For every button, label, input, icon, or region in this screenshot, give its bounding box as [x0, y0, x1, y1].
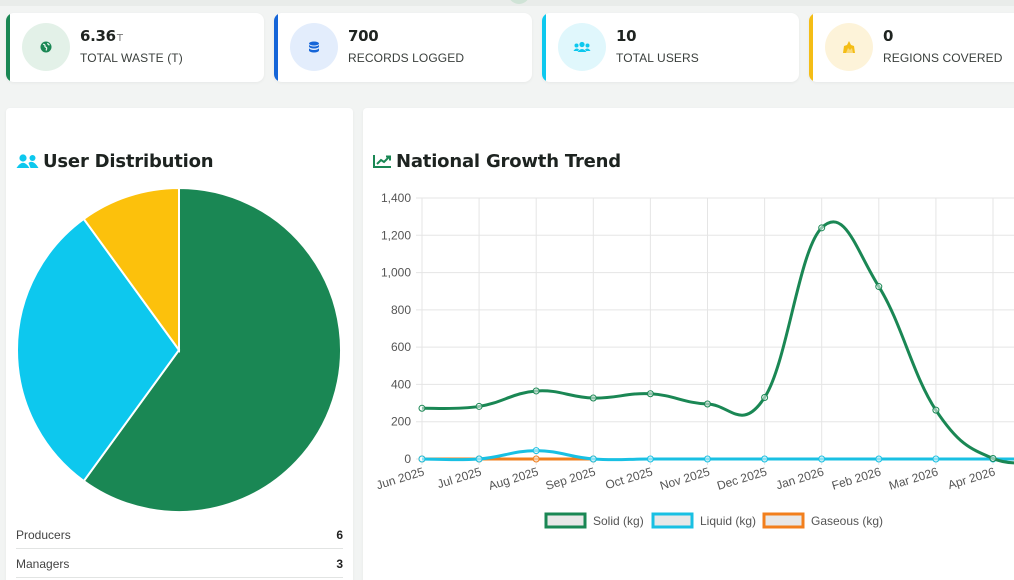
pie-slice	[82, 186, 180, 354]
data-point	[646, 455, 654, 463]
user-distribution-pie-chart	[16, 186, 342, 513]
y-tick-label: 800	[391, 303, 411, 317]
stat-label: RECORDS LOGGED	[348, 51, 465, 65]
data-point	[475, 455, 483, 463]
map-icon	[843, 41, 855, 53]
card-title: National Growth Trend	[396, 151, 621, 172]
accent-bar	[809, 13, 813, 82]
users-icon-circle	[558, 23, 606, 71]
data-point	[704, 455, 711, 463]
list-item-name: Managers	[16, 557, 70, 571]
y-tick-label: 1,200	[381, 228, 411, 242]
users-icon	[16, 154, 39, 168]
x-tick-label: Jun 2025	[375, 464, 427, 492]
data-point	[418, 404, 426, 412]
data-point	[532, 447, 540, 455]
data-point	[589, 455, 597, 463]
data-point	[875, 455, 883, 463]
x-tick-label: Aug 2025	[487, 464, 541, 493]
y-tick-label: 200	[391, 415, 411, 429]
x-tick-label: Mar 2026	[887, 464, 940, 492]
data-point	[418, 455, 426, 463]
list-item-count: 3	[336, 557, 343, 571]
x-tick-label: Oct 2025	[604, 464, 655, 492]
stat-value: 0	[883, 27, 894, 45]
pie-slice	[16, 217, 181, 483]
legend-label: Liquid (kg)	[700, 514, 756, 528]
data-point	[932, 406, 940, 414]
legend-item: Solid (kg)	[544, 512, 644, 529]
data-point	[989, 454, 997, 462]
users-icon	[573, 41, 591, 52]
chart-line-icon	[373, 155, 391, 168]
list-item: Producers 6	[16, 520, 343, 549]
legend-item: Gaseous (kg)	[762, 512, 883, 529]
stat-card-total-waste: 6.36T TOTAL WASTE (T)	[6, 13, 264, 82]
stat-unit: T	[116, 33, 123, 44]
legend-swatch	[544, 512, 587, 529]
database-icon	[309, 41, 319, 52]
data-point	[646, 390, 654, 398]
stat-label: REGIONS COVERED	[883, 51, 1003, 65]
y-tick-label: 600	[391, 340, 411, 354]
data-point	[932, 455, 940, 463]
data-point	[704, 400, 711, 408]
globe-icon-circle	[22, 23, 70, 71]
legend-label: Solid (kg)	[593, 514, 644, 528]
data-point	[532, 387, 540, 395]
list-item-name: Producers	[16, 528, 71, 542]
y-tick-label: 1,000	[381, 266, 411, 280]
series-line	[421, 449, 1014, 462]
data-point	[761, 393, 769, 401]
x-tick-label: Apr 2026	[946, 464, 997, 492]
list-item: Managers 3	[16, 549, 343, 578]
map-icon-circle	[825, 23, 873, 71]
y-tick-label: 1,400	[381, 191, 411, 205]
card-title: User Distribution	[43, 151, 214, 172]
accent-bar	[274, 13, 278, 82]
x-tick-label: Jan 2026	[774, 464, 826, 492]
legend-swatch	[762, 512, 805, 529]
x-tick-label: Sep 2025	[544, 464, 598, 493]
x-tick-label: Jul 2025	[435, 464, 483, 491]
data-point	[761, 455, 769, 463]
legend-item: Liquid (kg)	[651, 512, 756, 529]
stat-label: TOTAL USERS	[616, 51, 699, 65]
x-tick-label: Feb 2026	[830, 464, 883, 492]
database-icon-circle	[290, 23, 338, 71]
x-tick-label: Dec 2025	[715, 464, 769, 493]
stat-value: 700	[348, 27, 379, 45]
legend-label: Gaseous (kg)	[811, 514, 883, 528]
data-point	[818, 224, 826, 232]
data-point	[589, 394, 597, 402]
list-item-count: 6	[336, 528, 343, 542]
top-indicator	[508, 0, 530, 4]
y-tick-label: 0	[404, 452, 411, 466]
pie-slice	[82, 186, 342, 513]
stat-value: 10	[616, 27, 637, 45]
globe-icon	[40, 41, 52, 53]
series-line	[421, 220, 1014, 465]
data-point	[875, 283, 883, 291]
accent-bar	[6, 13, 10, 82]
data-point	[818, 455, 826, 463]
national-growth-line-chart: 0 200 400 600 800 1,000 1,200 1,400 Jun 2025 Jul …	[375, 191, 1014, 529]
stat-card-total-users: 10 TOTAL USERS	[542, 13, 799, 82]
y-tick-label: 400	[391, 377, 411, 391]
data-point	[532, 455, 540, 463]
user-distribution-card: User Distribution Producers 6 Managers 3	[6, 108, 353, 580]
data-point	[475, 402, 483, 410]
stat-card-regions-covered: 0 REGIONS COVERED	[809, 13, 1014, 82]
x-tick-label: Nov 2025	[658, 464, 712, 493]
stat-card-records-logged: 700 RECORDS LOGGED	[274, 13, 532, 82]
accent-bar	[542, 13, 546, 82]
top-strip	[0, 0, 1014, 6]
stat-label: TOTAL WASTE (T)	[80, 51, 183, 65]
stat-value: 6.36T	[80, 27, 123, 45]
legend-swatch	[651, 512, 694, 529]
